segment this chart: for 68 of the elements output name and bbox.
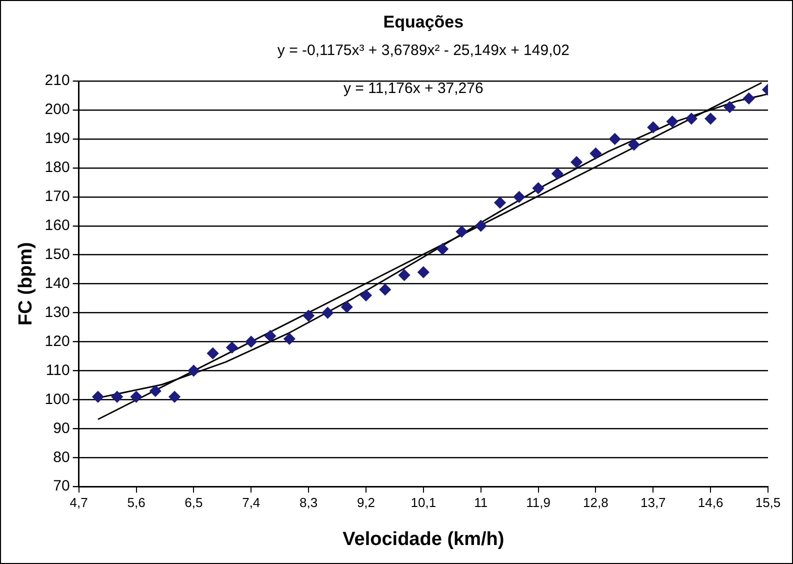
point xyxy=(552,168,564,180)
x-tick-label: 14,6 xyxy=(698,494,724,510)
point xyxy=(92,391,104,403)
point xyxy=(570,156,582,168)
point xyxy=(418,266,430,278)
y-tick-label: 190 xyxy=(44,130,70,148)
y-tick-label: 120 xyxy=(44,332,70,350)
point xyxy=(647,122,659,134)
y-tick-label: 160 xyxy=(44,217,70,234)
y-tick-label: 200 xyxy=(44,101,70,118)
point xyxy=(226,342,238,354)
point xyxy=(168,391,180,403)
point xyxy=(207,348,219,360)
point xyxy=(513,191,525,203)
y-tick-label: 70 xyxy=(53,478,70,495)
point xyxy=(704,112,716,124)
point xyxy=(264,330,276,342)
point xyxy=(360,290,372,302)
point xyxy=(111,391,123,403)
x-tick-label: 15,5 xyxy=(755,494,781,510)
point xyxy=(188,364,200,376)
point xyxy=(609,133,621,145)
point xyxy=(532,182,544,194)
x-tick-label: 13,7 xyxy=(640,494,666,510)
x-tick-label: 11,9 xyxy=(526,494,550,510)
y-tick-label: 140 xyxy=(44,274,70,292)
y-tick-label: 80 xyxy=(53,448,70,466)
point xyxy=(724,101,736,113)
x-tick-label: 10,1 xyxy=(410,494,436,510)
point xyxy=(666,116,678,128)
y-tick-label: 90 xyxy=(53,420,70,437)
point xyxy=(475,220,487,232)
y-axis-title: FC (bpm) xyxy=(16,242,37,326)
x-tick-label: 6,5 xyxy=(184,494,203,510)
y-tick-label: 110 xyxy=(46,362,70,379)
x-axis-title: Velocidade (km/h) xyxy=(342,528,504,550)
y-tick-label: 150 xyxy=(44,246,70,263)
point xyxy=(302,310,314,322)
text: y = -0,1175x³ + 3,6789x² - 25,149x + 149,02 xyxy=(277,42,570,60)
x-tick-label: 11 xyxy=(474,494,488,510)
point xyxy=(456,226,468,238)
point xyxy=(379,284,391,296)
point xyxy=(628,138,640,150)
point xyxy=(322,307,334,319)
point xyxy=(743,92,755,104)
point xyxy=(341,301,353,313)
point xyxy=(686,112,698,124)
x-tick-label: 8,3 xyxy=(300,494,318,510)
y-tick-label: 130 xyxy=(44,304,70,321)
x-tick-label: 5,6 xyxy=(127,494,146,510)
point xyxy=(150,385,162,397)
chart-title: Equações xyxy=(383,12,464,32)
x-tick-label: 9,2 xyxy=(356,494,376,510)
x-tick-label: 4,7 xyxy=(70,494,88,510)
y-tick-label: 180 xyxy=(44,159,70,176)
point xyxy=(284,333,296,345)
y-tick-label: 100 xyxy=(44,390,70,408)
point xyxy=(130,391,142,403)
point xyxy=(494,196,506,208)
point xyxy=(590,148,602,160)
x-tick-label: 12,8 xyxy=(583,494,608,510)
y-tick-label: 210 xyxy=(44,72,70,90)
point xyxy=(436,243,448,255)
x-tick-label: 7,4 xyxy=(242,494,260,510)
annotation: y = 11,176x + 37,276 xyxy=(343,80,484,98)
point xyxy=(245,336,257,348)
point xyxy=(398,269,410,281)
y-tick-label: 170 xyxy=(44,188,70,206)
